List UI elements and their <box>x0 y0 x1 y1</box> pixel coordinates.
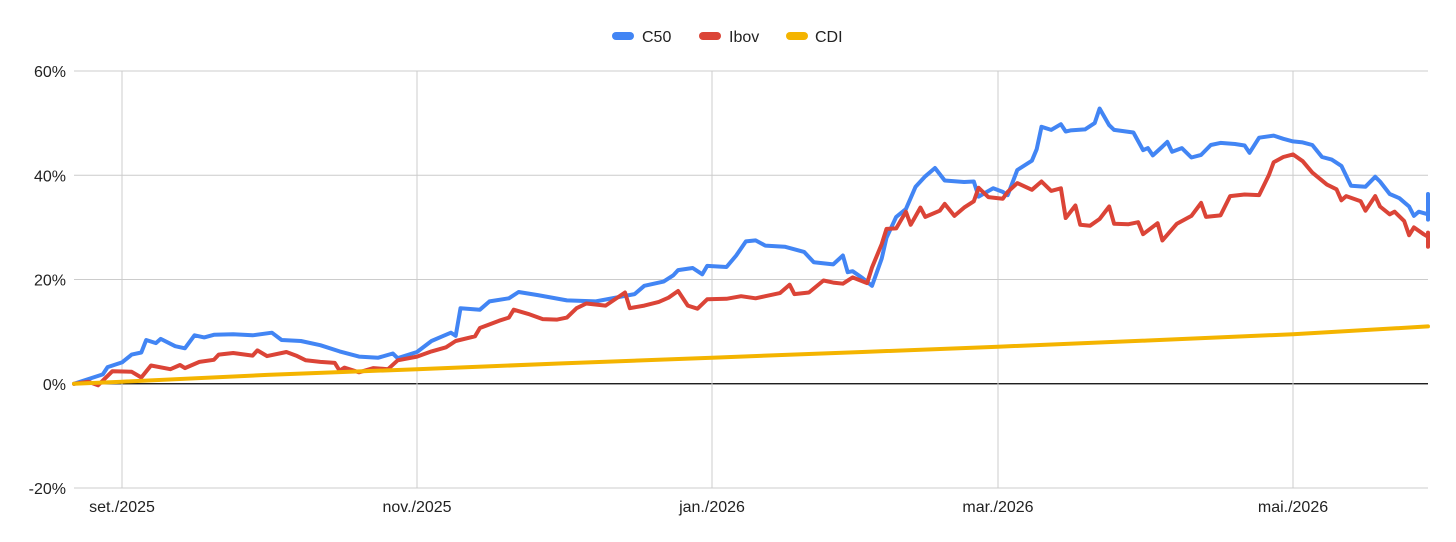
x-tick-label: nov./2025 <box>382 499 451 516</box>
legend-label-cdi: CDI <box>815 29 843 46</box>
y-tick-label: 0% <box>43 377 66 394</box>
x-axis: set./2025 nov./2025 jan./2026 mar./2026 mai.… <box>89 499 1328 516</box>
gridlines <box>74 70 1428 489</box>
legend-swatch-cdi <box>786 32 808 40</box>
y-tick-label: 40% <box>34 168 66 185</box>
legend: C50 Ibov CDI <box>612 29 843 46</box>
series-line-cdi <box>72 324 1430 386</box>
x-tick-label: set./2025 <box>89 499 155 516</box>
legend-swatch-ibov <box>699 32 721 40</box>
series-line-c50 <box>72 106 1430 386</box>
series-lines <box>72 106 1430 388</box>
legend-label-c50: C50 <box>642 29 671 46</box>
x-tick-label: jan./2026 <box>678 499 745 516</box>
x-tick-label: mai./2026 <box>1258 499 1328 516</box>
x-tick-label: mar./2026 <box>962 499 1033 516</box>
legend-swatch-c50 <box>612 32 634 40</box>
series-line-ibov <box>72 152 1430 388</box>
y-axis: 60% 40% 20% 0% -20% <box>29 64 66 498</box>
y-tick-label: 60% <box>34 64 66 81</box>
y-tick-label: -20% <box>29 481 66 498</box>
legend-label-ibov: Ibov <box>729 29 759 46</box>
y-tick-label: 20% <box>34 273 66 290</box>
